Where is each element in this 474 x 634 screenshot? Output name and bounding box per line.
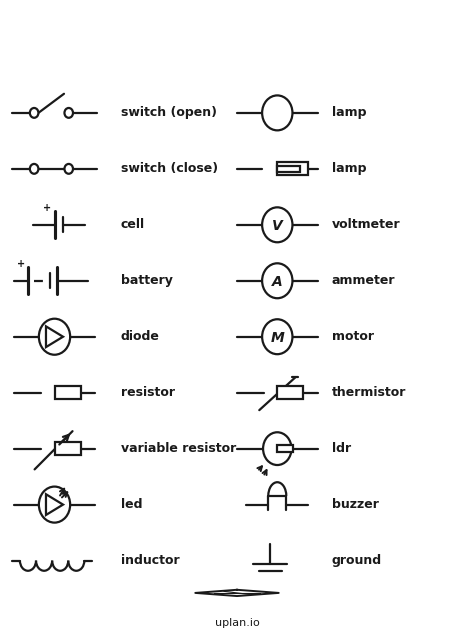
Bar	[277, 162, 308, 176]
Text: lamp: lamp	[332, 107, 366, 119]
Circle shape	[262, 263, 292, 298]
Circle shape	[262, 207, 292, 242]
Circle shape	[64, 108, 73, 118]
Text: +: +	[43, 204, 52, 214]
Text: voltmeter: voltmeter	[332, 218, 401, 231]
Polygon shape	[46, 327, 63, 347]
Circle shape	[30, 164, 38, 174]
Circle shape	[30, 108, 38, 118]
Circle shape	[39, 319, 70, 355]
Bar	[55, 442, 81, 455]
Text: variable resistor: variable resistor	[121, 442, 236, 455]
Text: ground: ground	[332, 554, 382, 567]
Text: lamp: lamp	[332, 162, 366, 176]
Text: battery: battery	[121, 275, 173, 287]
Text: switch (close): switch (close)	[121, 162, 218, 176]
Text: +: +	[17, 259, 26, 269]
Text: motor: motor	[332, 330, 374, 343]
Text: ammeter: ammeter	[332, 275, 395, 287]
Text: ldr: ldr	[332, 442, 351, 455]
Text: buzzer: buzzer	[332, 498, 379, 511]
Text: M: M	[270, 331, 284, 345]
Text: resistor: resistor	[121, 386, 175, 399]
Text: uplan.io: uplan.io	[215, 618, 259, 628]
Text: V: V	[272, 219, 283, 233]
Text: diode: diode	[121, 330, 160, 343]
Text: switch (open): switch (open)	[121, 107, 217, 119]
Text: inductor: inductor	[121, 554, 180, 567]
Circle shape	[39, 486, 70, 522]
Circle shape	[262, 320, 292, 354]
Text: Electrical circuit symbols: Electrical circuit symbols	[51, 30, 423, 56]
Text: led: led	[121, 498, 142, 511]
Bar	[277, 445, 293, 452]
Text: A: A	[272, 275, 283, 289]
Bar	[277, 165, 300, 172]
Circle shape	[64, 164, 73, 174]
Bar	[55, 386, 81, 399]
Bar	[277, 386, 303, 399]
Polygon shape	[46, 495, 63, 515]
Circle shape	[262, 96, 292, 131]
Text: thermistor: thermistor	[332, 386, 406, 399]
Circle shape	[263, 432, 292, 465]
Text: cell: cell	[121, 218, 145, 231]
